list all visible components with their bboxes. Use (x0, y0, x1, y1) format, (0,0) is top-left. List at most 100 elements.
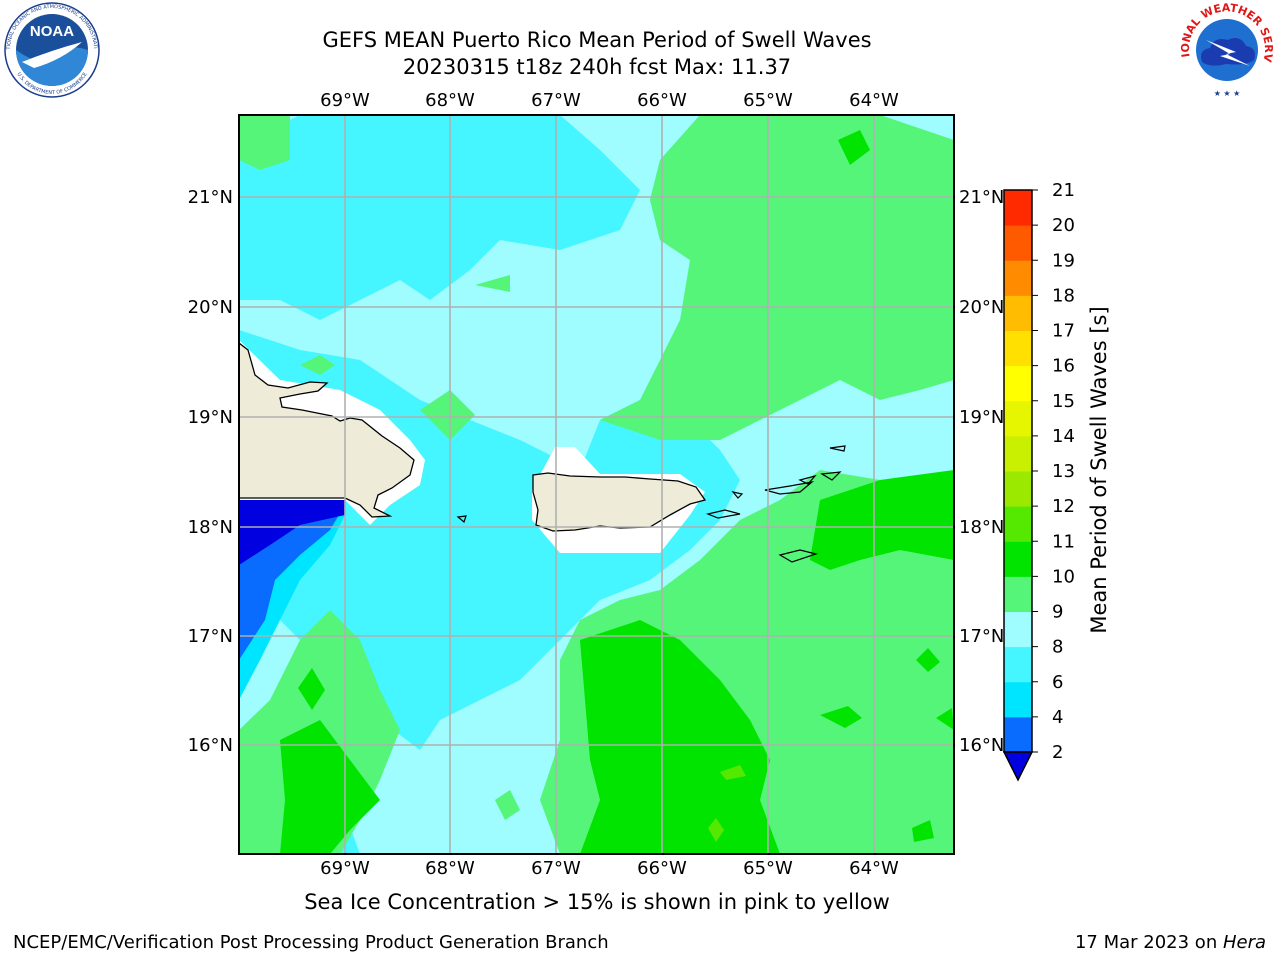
graticule (239, 115, 954, 854)
colorbar-tick-label: 17 (1052, 321, 1075, 342)
colorbar-bin (1004, 190, 1032, 226)
lat-label-left: 21°N (188, 187, 233, 208)
colorbar-bin (1004, 681, 1032, 718)
land-virgin-islands (764, 471, 842, 495)
field-10-11s-patch-e (912, 820, 934, 842)
field-under-2s (239, 500, 345, 565)
colorbar-tick-label: 9 (1052, 602, 1063, 623)
colorbar-tick-label: 8 (1052, 637, 1063, 658)
colorbar-bin (1004, 260, 1032, 296)
lat-label-left: 18°N (188, 517, 233, 538)
lat-label-right: 18°N (959, 517, 1004, 538)
lon-label-bottom: 65°W (743, 858, 793, 879)
lat-label-right: 19°N (959, 407, 1004, 428)
colorbar-under-arrow (1002, 751, 1034, 782)
field-10-11s-patch-b (298, 668, 325, 710)
field-10-11s-patch-f (936, 708, 954, 730)
colorbar-bin (1004, 365, 1032, 402)
colorbar-tick-label: 14 (1052, 426, 1075, 447)
colorbar: 2 4 6 8 9 10 11 12 13 14 15 16 17 18 19 20 21 (1002, 180, 1075, 782)
colorbar-bin (1004, 435, 1032, 472)
land-st-croix (778, 549, 819, 563)
field-11-12s-patch-b (708, 818, 724, 842)
field-10-11s-patch-c (820, 706, 862, 728)
noaa-logo-text: NOAA (30, 23, 74, 40)
lon-label-top: 66°W (637, 90, 687, 111)
lon-labels: 69°W 68°W 67°W 66°W 65°W 64°W 69°W 68°W … (320, 90, 899, 879)
colorbar-bin (1004, 295, 1032, 331)
credit-line: NCEP/EMC/Verification Post Processing Pr… (13, 932, 609, 953)
colorbar-tick-label: 12 (1052, 496, 1075, 517)
chart-title: GEFS MEAN Puerto Rico Mean Period of Swe… (322, 28, 872, 52)
colorbar-bin (1004, 506, 1032, 542)
field-11-12s-patch-a (720, 765, 746, 780)
field-9-10s-patch-b (239, 115, 290, 170)
colorbar-bin (1004, 576, 1032, 612)
lon-label-bottom: 66°W (637, 858, 687, 879)
lon-label-bottom: 69°W (320, 858, 370, 879)
field-10-11s-southwest (280, 720, 380, 854)
field-10-11s-east (810, 470, 954, 570)
colorbar-tick-label: 4 (1052, 707, 1063, 728)
land-anegada (829, 445, 846, 452)
colorbar-tick-label: 21 (1052, 180, 1075, 201)
nws-logo: NATIONAL WEATHER SERVICE ★ ★ ★ (1176, 2, 1275, 98)
colorbar-tick-label: 11 (1052, 531, 1075, 552)
map-frame (238, 114, 955, 855)
colorbar-tick-label: 10 (1052, 566, 1075, 587)
field-9-10s-patch-c (475, 275, 510, 292)
lat-label-left: 20°N (188, 297, 233, 318)
colorbar-tick-label: 6 (1052, 672, 1063, 693)
field-10-11s-south (580, 620, 780, 854)
machine-name: Hera (1222, 932, 1266, 953)
lon-label-top: 69°W (320, 90, 370, 111)
lat-label-right: 16°N (959, 735, 1004, 756)
colorbar-bin (1004, 225, 1032, 261)
field-9-10s-patch-a (420, 390, 475, 440)
lon-label-bottom: 64°W (849, 858, 899, 879)
colorbar-bin (1004, 471, 1032, 507)
noaa-logo: NOAA NATIONAL OCEANIC AND ATMOSPHERIC AD… (2, 2, 100, 98)
land-culebra (731, 491, 744, 499)
colorbar-tick-label: 19 (1052, 250, 1075, 271)
colorbar-tick-label: 13 (1052, 461, 1075, 482)
land-mona (456, 515, 467, 524)
colorbar-bin (1004, 400, 1032, 437)
lon-label-bottom: 67°W (531, 858, 581, 879)
land-hispaniola (239, 342, 415, 518)
date-text: 17 Mar 2023 on (1074, 932, 1223, 953)
lat-label-left: 19°N (188, 407, 233, 428)
colorbar-tick-label: 20 (1052, 215, 1075, 236)
nws-star-icon: ★ ★ ★ (1214, 89, 1241, 98)
lat-label-left: 17°N (188, 626, 233, 647)
lon-label-top: 67°W (531, 90, 581, 111)
colorbar-tick-label: 2 (1052, 742, 1063, 763)
lat-label-right: 20°N (959, 297, 1004, 318)
date-stamp: 17 Mar 2023 on Hera (1075, 932, 1266, 953)
sea-ice-note: Sea Ice Concentration > 15% is shown in … (304, 890, 890, 914)
field-6-8s-north (239, 115, 640, 320)
lat-label-right: 21°N (959, 187, 1004, 208)
colorbar-label: Mean Period of Swell Waves [s] (1087, 306, 1111, 633)
colorbar-tick-label: 16 (1052, 356, 1075, 377)
colorbar-bin (1004, 541, 1032, 577)
colorbar-bin (1004, 646, 1032, 683)
colorbar-bin (1004, 611, 1032, 648)
swell-period-field (239, 115, 954, 854)
colorbar-tick-label: 15 (1052, 391, 1075, 412)
colorbar-bin (1004, 716, 1032, 753)
field-9-10s-patch-e (495, 790, 520, 820)
field-9-10s-patch-d (300, 355, 335, 375)
lat-label-left: 16°N (188, 735, 233, 756)
field-10-11s-patch-d (916, 648, 940, 672)
lat-labels: 21°N 20°N 19°N 18°N 17°N 16°N 21°N 20°N … (188, 187, 1005, 756)
colorbar-bin (1004, 330, 1032, 367)
chart-subtitle: 20230315 t18z 240h fcst Max: 11.37 (402, 55, 792, 79)
land-vieques (706, 509, 741, 519)
lat-label-right: 17°N (959, 626, 1004, 647)
lon-label-bottom: 68°W (425, 858, 475, 879)
lon-label-top: 68°W (425, 90, 475, 111)
field-10-11s-patch-a (838, 130, 870, 165)
lon-label-top: 65°W (743, 90, 793, 111)
colorbar-tick-label: 18 (1052, 285, 1075, 306)
